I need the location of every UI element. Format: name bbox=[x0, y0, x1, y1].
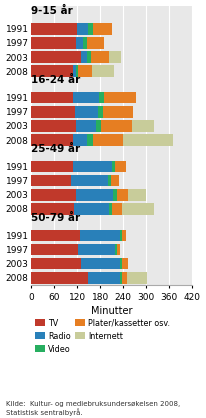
Bar bbox=[96, 120, 101, 132]
Bar bbox=[81, 258, 120, 270]
Bar bbox=[31, 229, 80, 241]
Legend: TV, Radio, Video, Plater/kassetter osv., Internett: TV, Radio, Video, Plater/kassetter osv.,… bbox=[35, 319, 170, 354]
Bar bbox=[103, 106, 133, 117]
Bar bbox=[31, 23, 77, 35]
Bar bbox=[31, 258, 81, 270]
Bar bbox=[80, 229, 121, 241]
Bar bbox=[115, 244, 117, 255]
Bar bbox=[99, 92, 104, 104]
Bar bbox=[71, 175, 108, 186]
Bar bbox=[111, 175, 119, 186]
Bar bbox=[127, 272, 147, 284]
Bar bbox=[73, 134, 87, 146]
Bar bbox=[101, 120, 132, 132]
Bar bbox=[128, 189, 146, 201]
Bar bbox=[98, 106, 103, 117]
Bar bbox=[88, 23, 93, 35]
Bar bbox=[31, 161, 73, 172]
Text: 9-15 år: 9-15 år bbox=[31, 6, 73, 16]
Bar bbox=[31, 51, 81, 63]
Bar bbox=[87, 37, 104, 49]
Bar bbox=[109, 51, 121, 63]
Bar bbox=[74, 203, 109, 215]
Bar bbox=[31, 244, 78, 255]
Bar bbox=[31, 120, 76, 132]
Text: 50-79 år: 50-79 år bbox=[31, 213, 81, 223]
Bar bbox=[31, 189, 76, 201]
Bar bbox=[75, 106, 98, 117]
Bar bbox=[78, 66, 92, 77]
Bar bbox=[122, 272, 127, 284]
Bar bbox=[91, 51, 109, 63]
Bar bbox=[31, 203, 74, 215]
Bar bbox=[87, 134, 93, 146]
Bar bbox=[121, 229, 122, 241]
Bar bbox=[83, 37, 87, 49]
Bar bbox=[31, 134, 73, 146]
Bar bbox=[87, 51, 91, 63]
Bar bbox=[93, 134, 123, 146]
Bar bbox=[88, 272, 121, 284]
Bar bbox=[117, 189, 128, 201]
Bar bbox=[73, 161, 112, 172]
Bar bbox=[81, 51, 87, 63]
Bar bbox=[76, 120, 96, 132]
Bar bbox=[104, 92, 136, 104]
Bar bbox=[108, 175, 111, 186]
Bar bbox=[73, 92, 99, 104]
Bar bbox=[123, 134, 173, 146]
Bar bbox=[112, 161, 115, 172]
Text: 16-24 år: 16-24 år bbox=[31, 75, 81, 85]
Bar bbox=[31, 92, 73, 104]
Bar bbox=[122, 258, 128, 270]
Bar bbox=[31, 175, 71, 186]
Bar bbox=[76, 66, 78, 77]
Bar bbox=[31, 272, 88, 284]
Text: Kilde:  Kultur- og mediebruksundersøkelsen 2008,
Statistisk sentralbyrå.: Kilde: Kultur- og mediebruksundersøkelse… bbox=[6, 401, 180, 416]
Bar bbox=[112, 203, 122, 215]
Bar bbox=[76, 189, 113, 201]
Bar bbox=[77, 23, 88, 35]
Bar bbox=[109, 203, 112, 215]
Bar bbox=[31, 66, 73, 77]
Bar bbox=[31, 106, 75, 117]
Text: 25-49 år: 25-49 år bbox=[31, 144, 81, 154]
Bar bbox=[121, 272, 122, 284]
Bar bbox=[31, 37, 76, 49]
X-axis label: Minutter: Minutter bbox=[91, 306, 132, 316]
Bar bbox=[115, 161, 126, 172]
Bar bbox=[132, 120, 154, 132]
Bar bbox=[93, 23, 112, 35]
Bar bbox=[120, 258, 122, 270]
Bar bbox=[122, 203, 154, 215]
Bar bbox=[73, 66, 76, 77]
Bar bbox=[78, 244, 115, 255]
Bar bbox=[122, 229, 126, 241]
Bar bbox=[76, 37, 83, 49]
Bar bbox=[92, 66, 114, 77]
Bar bbox=[117, 244, 121, 255]
Bar bbox=[113, 189, 117, 201]
